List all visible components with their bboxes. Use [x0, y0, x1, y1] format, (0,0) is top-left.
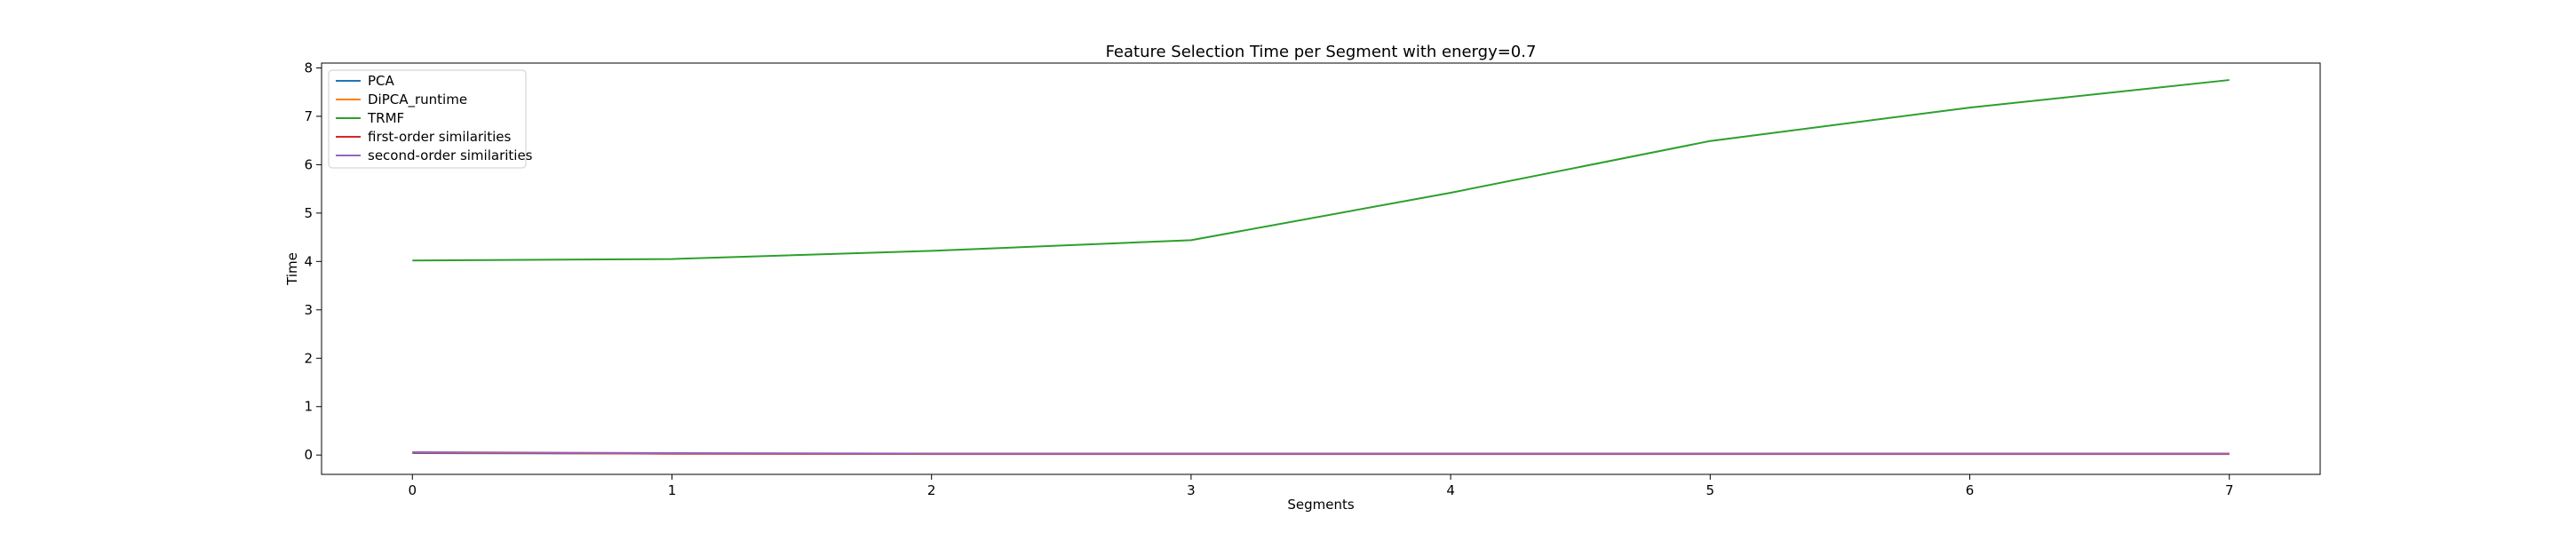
- x-tick-label: 5: [1706, 482, 1715, 498]
- plot-area: [412, 79, 2230, 456]
- y-tick-label: 7: [304, 108, 313, 124]
- y-tick-label: 0: [304, 447, 313, 463]
- y-tick-label: 2: [304, 350, 313, 366]
- x-tick-label: 3: [1187, 482, 1196, 498]
- x-axis-label: Segments: [1287, 497, 1355, 513]
- y-tick-label: 1: [304, 399, 313, 415]
- legend-entry: TRMF: [367, 110, 404, 126]
- y-tick-label: 6: [304, 156, 313, 172]
- legend-entry: PCA: [368, 73, 395, 89]
- legend-entry: DiPCA_runtime: [368, 91, 467, 108]
- chart-title: Feature Selection Time per Segment with …: [1106, 43, 1537, 61]
- plot-frame: [321, 62, 2321, 475]
- x-tick-label: 2: [927, 482, 936, 498]
- series-line-second-order-similarities: [412, 450, 2230, 455]
- legend-entry: second-order similarities: [368, 147, 533, 163]
- x-tick-label: 7: [2225, 482, 2234, 498]
- y-axis-label: Time: [284, 252, 300, 286]
- legend-entry: first-order similarities: [368, 129, 512, 145]
- y-tick-label: 3: [304, 302, 313, 318]
- x-tick-label: 4: [1446, 482, 1455, 498]
- x-tick-label: 1: [668, 482, 677, 498]
- legend-box: [328, 69, 527, 169]
- y-tick-label: 8: [304, 60, 313, 76]
- series-line-trmf: [412, 79, 2230, 262]
- x-tick-label: 0: [408, 482, 417, 498]
- y-tick-label: 5: [304, 205, 313, 221]
- y-axis: 0 1 2 3 4 5 6 7 8: [304, 60, 322, 463]
- legend: PCA DiPCA_runtime TRMF first-order similari…: [328, 69, 533, 169]
- x-axis: 0 1 2 3 4 5 6 7: [408, 474, 2234, 498]
- y-tick-label: 4: [304, 253, 313, 269]
- x-tick-label: 6: [1966, 482, 1975, 498]
